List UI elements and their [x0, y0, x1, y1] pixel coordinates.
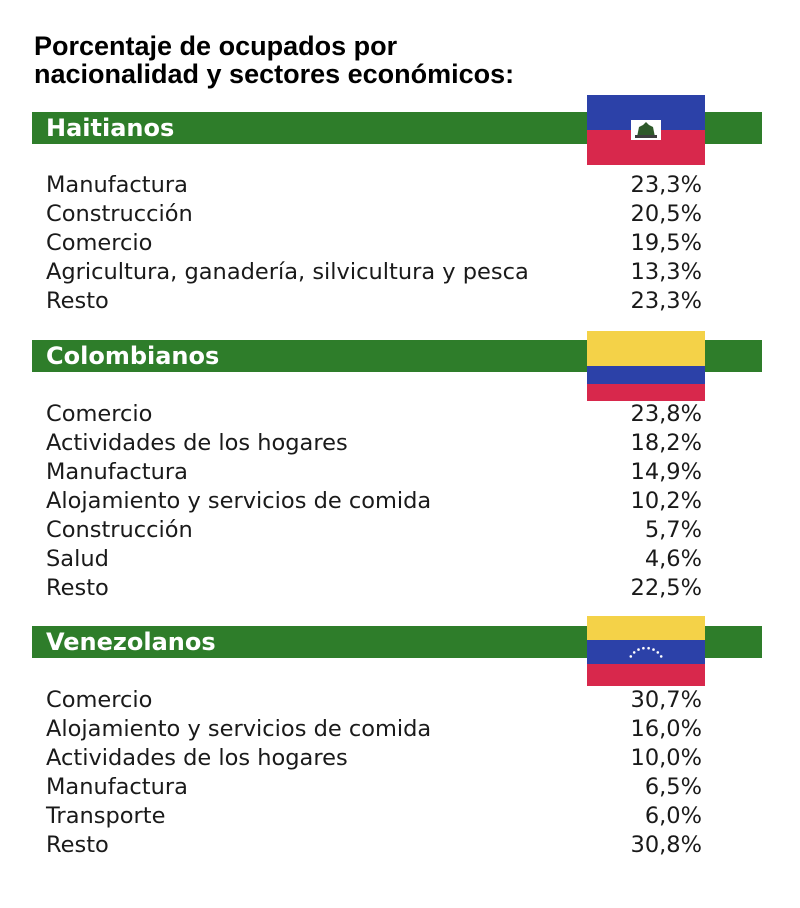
sector-value: 20,5%	[630, 201, 702, 227]
sector-label: Alojamiento y servicios de comida	[46, 716, 432, 742]
sector-label: Manufactura	[46, 459, 188, 485]
list-item: Manufactura 14,9%	[46, 458, 702, 487]
sector-value: 5,7%	[644, 517, 702, 543]
sector-label: Alojamiento y servicios de comida	[46, 488, 432, 514]
list-item: Construcción 5,7%	[46, 516, 702, 545]
list-item: Comercio 19,5%	[46, 229, 702, 258]
sector-value: 23,3%	[630, 172, 702, 198]
colombia-flag-icon	[587, 331, 705, 401]
sector-value: 4,6%	[644, 546, 702, 572]
star-icon	[647, 646, 650, 650]
sector-value: 10,2%	[630, 488, 702, 514]
sector-list: Comercio 23,8% Actividades de los hogares…	[46, 400, 702, 603]
sector-label: Comercio	[46, 687, 153, 713]
list-item: Actividades de los hogares 10,0%	[46, 744, 702, 773]
sector-label: Resto	[46, 832, 109, 858]
star-icon	[659, 655, 663, 658]
list-item: Actividades de los hogares 18,2%	[46, 429, 702, 458]
sector-value: 30,7%	[630, 687, 702, 713]
star-icon	[652, 648, 655, 651]
title-line-1: Porcentaje de ocupados por	[34, 31, 398, 61]
star-icon	[637, 648, 640, 651]
section-title: Venezolanos	[46, 628, 216, 656]
sector-value: 19,5%	[630, 230, 702, 256]
sector-list: Manufactura 23,3% Construcción 20,5% Comer…	[46, 171, 702, 316]
sector-value: 18,2%	[630, 430, 702, 456]
list-item: Alojamiento y servicios de comida 16,0%	[46, 715, 702, 744]
sector-label: Agricultura, ganadería, silvicultura y p…	[46, 259, 529, 285]
sector-label: Comercio	[46, 401, 153, 427]
list-item: Construcción 20,5%	[46, 200, 702, 229]
sector-label: Resto	[46, 575, 109, 601]
list-item: Transporte 6,0%	[46, 802, 702, 831]
star-icon	[656, 651, 660, 654]
sector-value: 30,8%	[630, 832, 702, 858]
sector-label: Transporte	[46, 803, 166, 829]
sector-value: 13,3%	[630, 259, 702, 285]
sector-value: 23,8%	[630, 401, 702, 427]
sector-value: 23,3%	[630, 288, 702, 314]
sector-label: Actividades de los hogares	[46, 745, 348, 771]
list-item: Resto 22,5%	[46, 574, 702, 603]
list-item: Comercio 30,7%	[46, 686, 702, 715]
list-item: Resto 23,3%	[46, 287, 702, 316]
list-item: Resto 30,8%	[46, 831, 702, 860]
sector-label: Salud	[46, 546, 109, 572]
sector-value: 16,0%	[630, 716, 702, 742]
list-item: Manufactura 6,5%	[46, 773, 702, 802]
haiti-flag-icon	[587, 95, 705, 165]
sector-value: 22,5%	[630, 575, 702, 601]
list-item: Salud 4,6%	[46, 545, 702, 574]
sector-value: 6,5%	[644, 774, 702, 800]
sector-value: 10,0%	[630, 745, 702, 771]
sector-label: Manufactura	[46, 774, 188, 800]
page-title: Porcentaje de ocupados por nacionalidad …	[34, 32, 594, 88]
sector-label: Comercio	[46, 230, 153, 256]
list-item: Manufactura 23,3%	[46, 171, 702, 200]
sector-list: Comercio 30,7% Alojamiento y servicios de…	[46, 686, 702, 860]
sector-label: Construcción	[46, 517, 193, 543]
star-icon	[632, 651, 636, 654]
sector-label: Resto	[46, 288, 109, 314]
section-title: Colombianos	[46, 342, 220, 370]
list-item: Agricultura, ganadería, silvicultura y p…	[46, 258, 702, 287]
sector-label: Construcción	[46, 201, 193, 227]
list-item: Comercio 23,8%	[46, 400, 702, 429]
section-title: Haitianos	[46, 114, 175, 142]
sector-value: 14,9%	[630, 459, 702, 485]
star-icon	[642, 646, 645, 650]
star-icon	[629, 655, 633, 658]
venezuela-flag-icon	[587, 616, 705, 686]
list-item: Alojamiento y servicios de comida 10,2%	[46, 487, 702, 516]
sector-label: Actividades de los hogares	[46, 430, 348, 456]
title-line-2: nacionalidad y sectores económicos:	[34, 59, 515, 89]
sector-value: 6,0%	[644, 803, 702, 829]
sector-label: Manufactura	[46, 172, 188, 198]
